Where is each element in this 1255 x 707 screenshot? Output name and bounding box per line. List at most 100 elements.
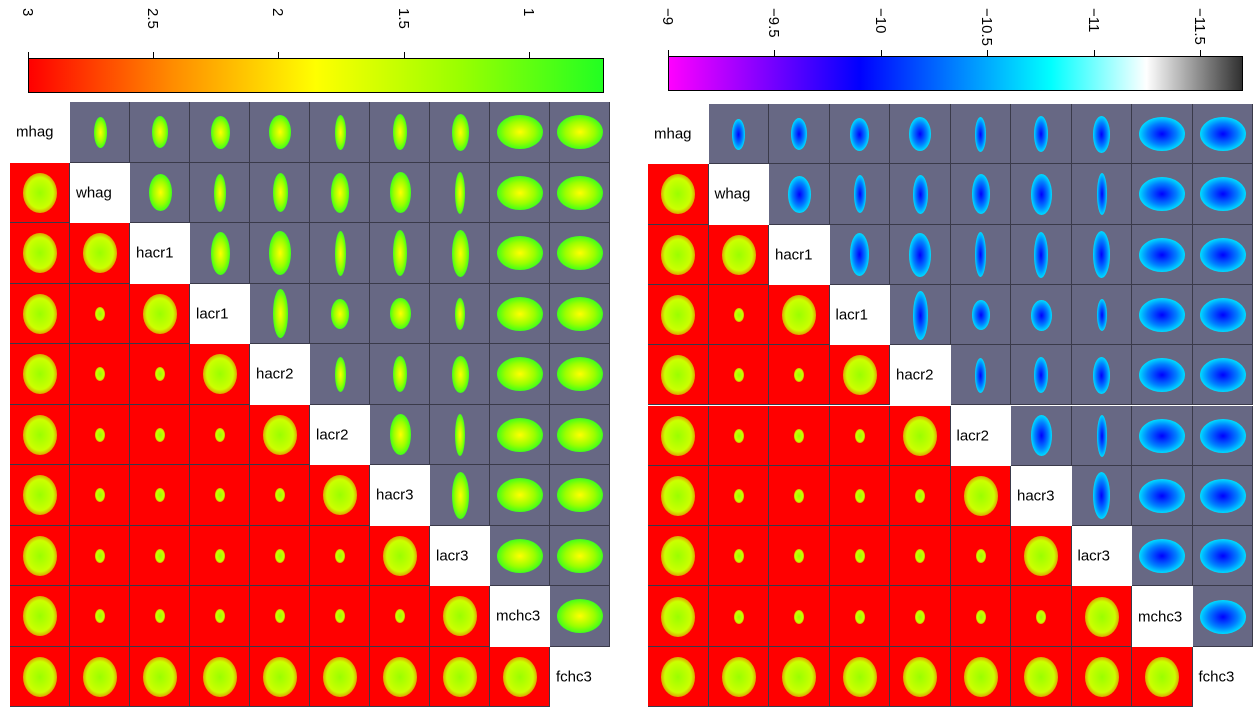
- density-blob: [263, 414, 297, 455]
- density-blob: [661, 596, 696, 637]
- density-blob: [497, 296, 543, 331]
- density-blob: [272, 173, 288, 213]
- lower-heatmap-cell: [769, 586, 830, 647]
- lower-heatmap-cell: [708, 646, 769, 707]
- upper-heatmap-cell: [1071, 345, 1132, 406]
- colorbar-tick: [1200, 50, 1202, 56]
- density-blob: [854, 609, 865, 624]
- upper-heatmap-cell: [769, 164, 830, 225]
- density-blob: [1139, 539, 1186, 574]
- lower-heatmap-cell: [10, 465, 70, 526]
- upper-heatmap-cell: [708, 104, 769, 165]
- variable-label: lacr1: [835, 306, 869, 324]
- upper-heatmap-cell: [1071, 405, 1132, 466]
- upper-heatmap-cell: [890, 284, 951, 346]
- diagonal-label-cell: hacr2: [890, 345, 951, 406]
- density-blob: [733, 549, 744, 564]
- density-blob: [203, 354, 237, 395]
- density-blob: [975, 232, 987, 278]
- lower-heatmap-cell: [70, 646, 130, 707]
- upper-heatmap-cell: [430, 465, 490, 526]
- variable-label: mhag: [16, 123, 54, 141]
- density-blob: [443, 656, 477, 697]
- upper-heatmap-cell: [1011, 224, 1072, 285]
- lower-heatmap-cell: [950, 526, 1011, 587]
- colorbar-tick-label: 3: [19, 8, 36, 17]
- left-colorbar: [28, 58, 604, 93]
- density-blob: [733, 488, 744, 503]
- upper-heatmap-cell: [430, 223, 490, 284]
- density-blob: [269, 231, 291, 276]
- upper-heatmap-cell: [550, 586, 610, 647]
- density-blob: [1096, 414, 1107, 457]
- density-blob: [1093, 472, 1111, 520]
- density-blob: [95, 548, 105, 563]
- density-blob: [842, 656, 877, 697]
- density-blob: [323, 656, 357, 697]
- variable-label: hacr2: [896, 366, 934, 384]
- upper-heatmap-cell: [829, 224, 890, 285]
- lower-heatmap-cell: [708, 284, 769, 346]
- variable-label: fchc3: [1198, 668, 1235, 686]
- density-blob: [503, 656, 537, 697]
- lower-heatmap-cell: [1132, 646, 1193, 707]
- density-blob: [794, 368, 805, 383]
- upper-heatmap-cell: [490, 404, 550, 465]
- density-blob: [95, 488, 105, 503]
- upper-heatmap-cell: [550, 283, 610, 344]
- upper-heatmap-cell: [1192, 164, 1253, 225]
- upper-heatmap-cell: [130, 102, 190, 163]
- density-blob: [1024, 656, 1059, 697]
- upper-heatmap-cell: [1192, 224, 1253, 285]
- upper-heatmap-cell: [1132, 405, 1193, 466]
- lower-heatmap-cell: [829, 345, 890, 406]
- density-blob: [1093, 356, 1111, 394]
- variable-label: hacr1: [136, 244, 174, 262]
- upper-heatmap-cell: [1011, 345, 1072, 406]
- density-blob: [1030, 415, 1052, 457]
- density-blob: [1199, 418, 1246, 453]
- lower-heatmap-cell: [648, 345, 709, 406]
- density-blob: [909, 232, 932, 277]
- density-blob: [455, 171, 465, 214]
- density-blob: [275, 488, 285, 503]
- density-blob: [903, 656, 938, 697]
- density-blob: [661, 355, 696, 396]
- lower-heatmap-cell: [648, 586, 709, 647]
- colorbar-tick: [153, 52, 155, 58]
- lower-heatmap-cell: [70, 586, 130, 647]
- density-blob: [1199, 539, 1246, 574]
- diagonal-label-cell: whag: [70, 162, 130, 223]
- density-blob: [455, 413, 465, 456]
- upper-heatmap-cell: [829, 164, 890, 225]
- upper-heatmap-cell: [769, 104, 830, 165]
- diagonal-label-cell: hacr3: [370, 465, 430, 526]
- upper-heatmap-cell: [1132, 526, 1193, 587]
- lower-heatmap-cell: [1011, 646, 1072, 707]
- density-blob: [210, 115, 230, 149]
- density-blob: [455, 297, 465, 330]
- upper-heatmap-cell: [1132, 224, 1193, 285]
- density-blob: [733, 368, 744, 383]
- density-blob: [971, 174, 990, 215]
- diagonal-label-cell: hacr1: [769, 224, 830, 285]
- lower-heatmap-cell: [70, 344, 130, 405]
- upper-heatmap-cell: [1132, 465, 1193, 527]
- density-blob: [95, 609, 105, 624]
- lower-heatmap-cell: [70, 525, 130, 586]
- lower-heatmap-cell: [708, 526, 769, 587]
- upper-heatmap-cell: [310, 344, 370, 405]
- density-blob: [794, 488, 805, 503]
- density-blob: [854, 488, 865, 503]
- upper-heatmap-cell: [310, 223, 370, 284]
- variable-label: lacr3: [1077, 547, 1111, 565]
- colorbar-tick: [774, 50, 776, 56]
- variable-label: whag: [714, 185, 751, 203]
- upper-heatmap-cell: [1132, 164, 1193, 225]
- density-blob: [1139, 298, 1186, 333]
- density-blob: [210, 231, 230, 275]
- density-blob: [335, 548, 345, 563]
- upper-heatmap-cell: [1011, 104, 1072, 165]
- density-blob: [143, 656, 177, 697]
- density-blob: [155, 427, 165, 442]
